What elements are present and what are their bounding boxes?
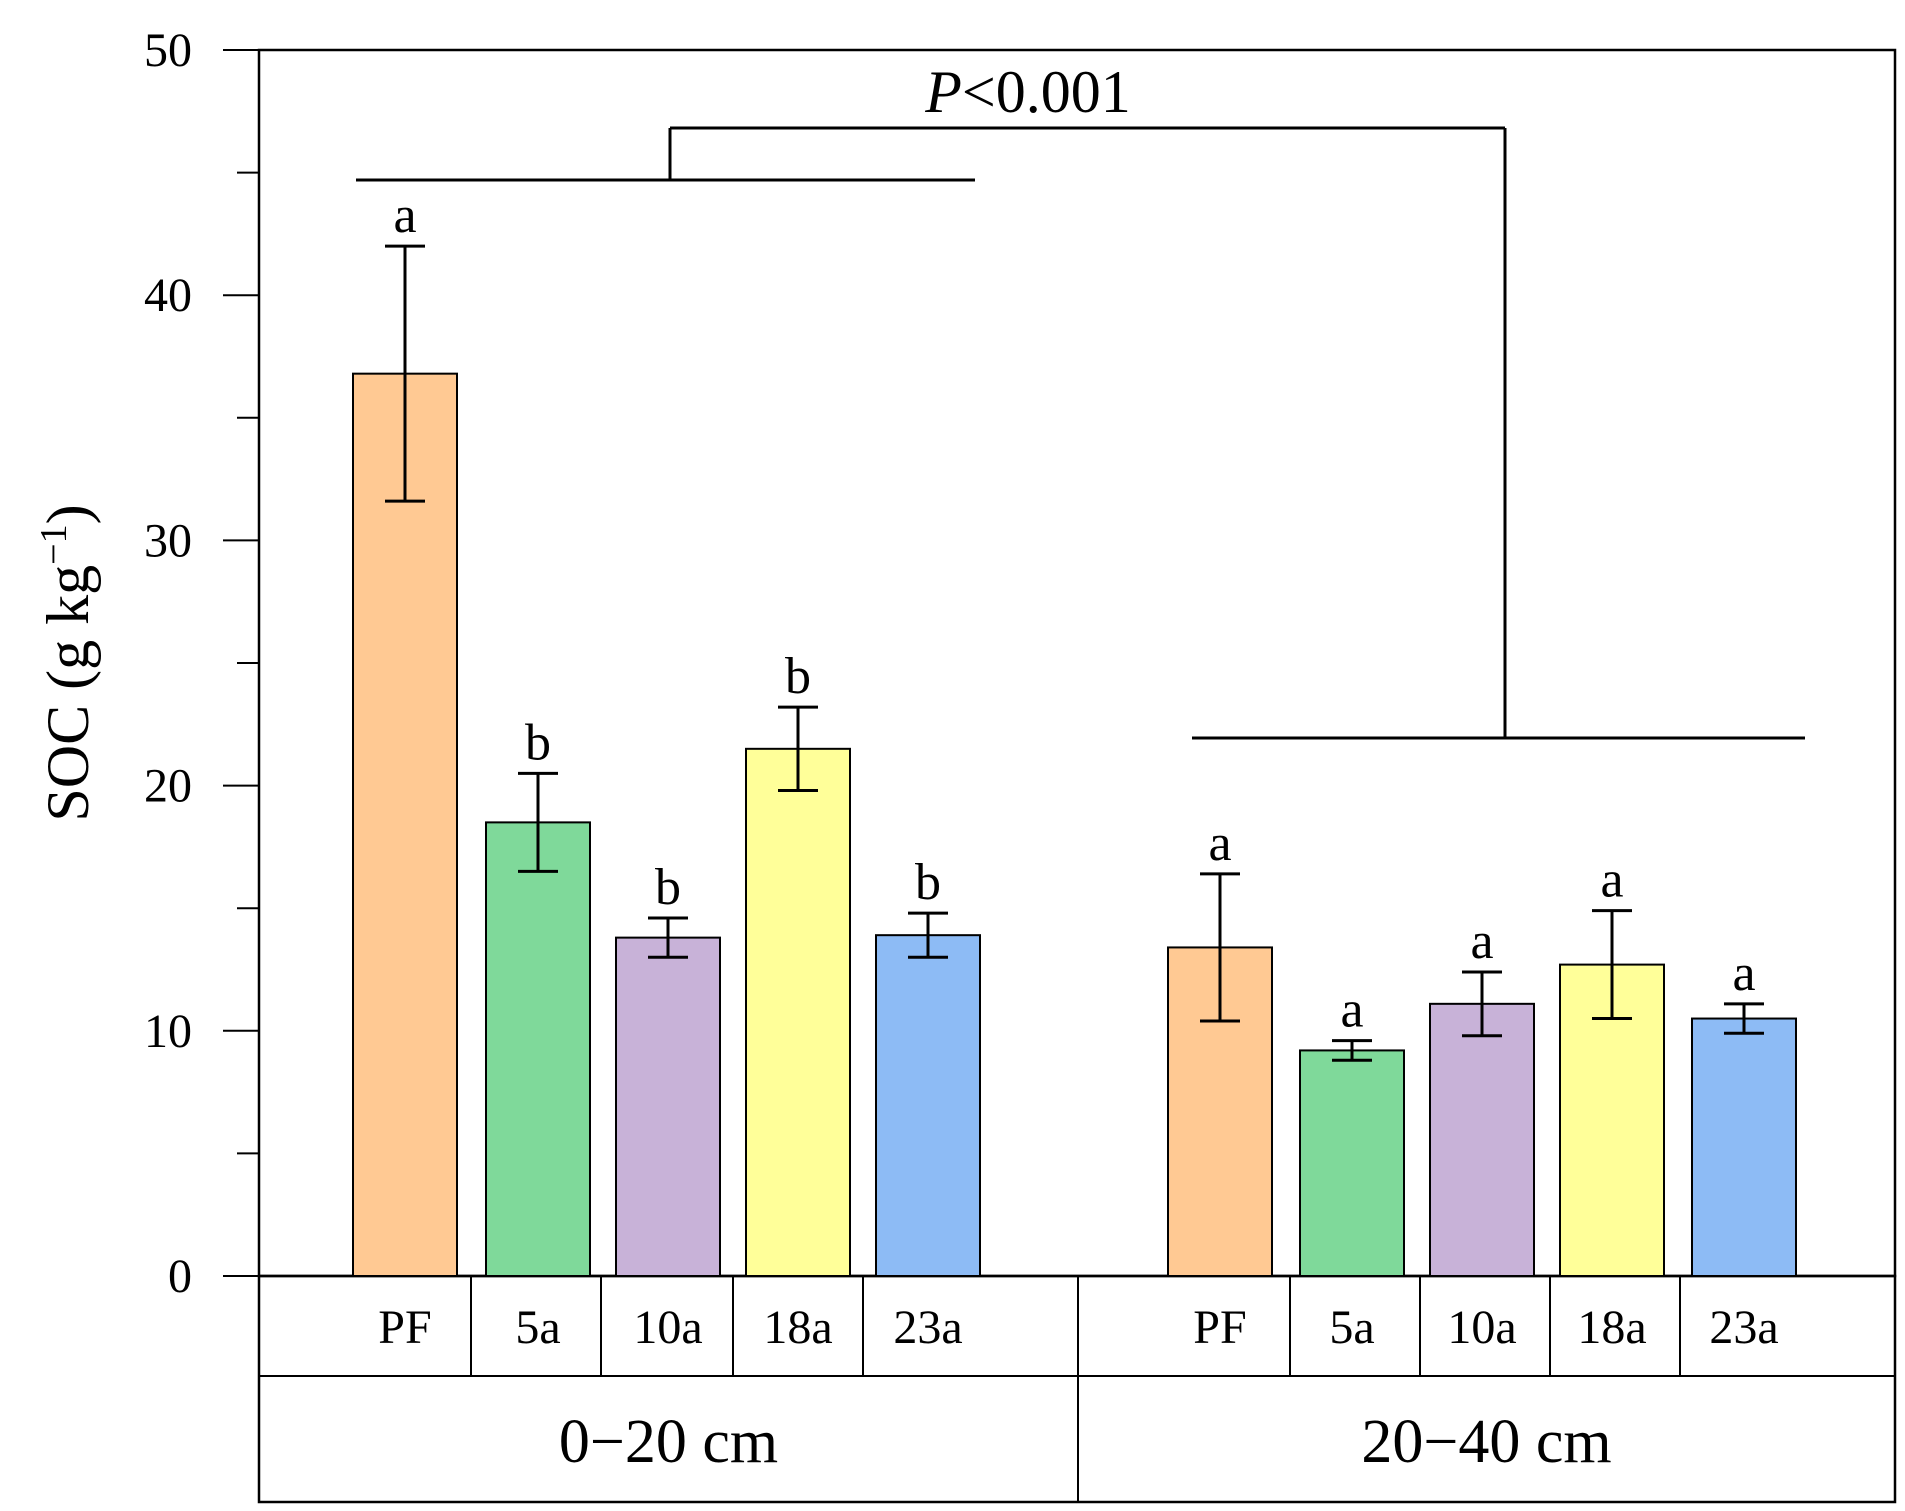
bar [1299, 1049, 1405, 1278]
bar [615, 936, 721, 1278]
bar [1691, 1017, 1797, 1277]
category-label: PF [378, 1301, 431, 1354]
significance-letter: b [785, 648, 811, 705]
bar [745, 747, 851, 1277]
group-label: 20−40 cm [1361, 1408, 1611, 1476]
category-label: 18a [1577, 1301, 1646, 1354]
category-label: 10a [1447, 1301, 1516, 1354]
y-tick-label: 20 [144, 760, 192, 813]
y-axis-label-superscript: −1 [33, 524, 75, 564]
significance-letter: a [1470, 913, 1493, 970]
significance-bracket [356, 126, 1805, 740]
significance-letter: a [1340, 982, 1363, 1039]
significance-letter: a [1208, 815, 1231, 872]
bar-marks: a b b b b a a a a a [352, 187, 1797, 1278]
significance-letter: a [1732, 945, 1755, 1002]
bar [485, 821, 591, 1277]
category-label: 5a [1329, 1301, 1374, 1354]
bar [352, 372, 458, 1277]
y-tick-label: 50 [144, 24, 192, 77]
y-axis: 0 10 20 30 40 50 [144, 24, 259, 1303]
significance-letter: a [1600, 852, 1623, 909]
bar [875, 934, 981, 1277]
category-label: PF [1193, 1301, 1246, 1354]
category-label: 10a [633, 1301, 702, 1354]
p-value-label: P<0.001 [924, 59, 1131, 125]
y-tick-label: 0 [168, 1250, 192, 1303]
y-tick-label: 40 [144, 269, 192, 322]
significance-letter: b [525, 714, 551, 771]
group-label: 0−20 cm [559, 1408, 778, 1476]
significance-letter: b [655, 859, 681, 916]
significance-letter: a [393, 187, 416, 244]
y-tick-label: 30 [144, 514, 192, 567]
y-axis-label: SOC (g kg−1) [33, 504, 101, 821]
category-labels: PF 5a 10a 18a 23a 0−20 cm PF 5a 10a 18a 23a 20−40 c… [378, 1276, 1779, 1476]
bar [1429, 1002, 1535, 1277]
significance-letter: b [915, 854, 941, 911]
category-label: 23a [893, 1301, 962, 1354]
y-tick-label: 10 [144, 1005, 192, 1058]
category-label: 23a [1709, 1301, 1778, 1354]
category-label: 5a [515, 1301, 560, 1354]
category-label: 18a [763, 1301, 832, 1354]
